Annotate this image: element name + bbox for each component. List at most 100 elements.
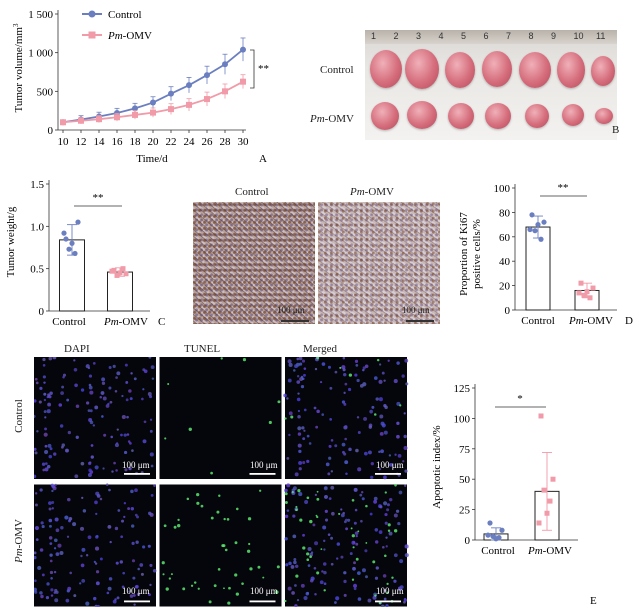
dapi-nucleus (48, 524, 52, 528)
dapi-nucleus (34, 525, 40, 531)
panel-a-point-omv (222, 88, 228, 95)
dapi-nucleus (296, 397, 301, 402)
dapi-nucleus (396, 361, 400, 365)
dapi-nucleus (393, 513, 398, 518)
dapi-nucleus (114, 443, 119, 448)
dapi-nucleus (404, 358, 409, 363)
tunel-signal (394, 484, 397, 487)
dapi-nucleus (95, 581, 100, 586)
dapi-nucleus (294, 472, 299, 477)
panel-a-point-control (132, 105, 138, 112)
tunel-signal (351, 578, 355, 581)
panel-b-tumor-photo: 1 2 3 4 5 6 7 8 9 10 11 (365, 30, 617, 140)
bar-point-omv (587, 295, 593, 301)
tumor-control (591, 56, 615, 86)
tumor-control (557, 52, 585, 88)
tunel-signal (302, 546, 306, 550)
panel-e-letter: E (590, 595, 597, 607)
tunel-signal (391, 576, 394, 579)
tunel-col-dapi: DAPI (64, 343, 90, 355)
dapi-nucleus (126, 415, 129, 419)
bar-point-omv (538, 413, 544, 419)
dapi-nucleus (367, 450, 372, 455)
dapi-nucleus (286, 456, 290, 460)
dapi-nucleus (302, 533, 305, 537)
dapi-nucleus (96, 604, 100, 607)
dapi-nucleus (44, 444, 48, 448)
dapi-nucleus (34, 377, 38, 381)
dapi-nucleus (403, 484, 407, 487)
panel-a-xtick-label: 14 (94, 136, 106, 148)
dapi-nucleus (134, 513, 138, 517)
dapi-nucleus (304, 500, 309, 505)
dapi-nucleus (353, 487, 358, 492)
dapi-nucleus (94, 562, 98, 565)
tunel-signal (235, 592, 239, 596)
dapi-nucleus (328, 444, 332, 448)
dapi-nucleus (131, 449, 134, 452)
panel-a-point-control (240, 46, 246, 53)
dapi-nucleus (106, 591, 110, 595)
panel-d-cat-control: Control (521, 315, 555, 327)
dapi-nucleus (48, 501, 52, 506)
dapi-nucleus (44, 427, 47, 431)
tunel-signal (234, 541, 238, 545)
dapi-nucleus (355, 448, 359, 453)
dapi-nucleus (101, 415, 104, 418)
dapi-nucleus (373, 376, 378, 380)
dapi-nucleus (65, 448, 69, 453)
dapi-nucleus (49, 553, 53, 557)
dapi-nucleus (301, 359, 306, 363)
dapi-nucleus (342, 372, 347, 377)
dapi-nucleus (379, 505, 383, 509)
dapi-nucleus (380, 421, 385, 426)
dapi-nucleus (87, 472, 92, 477)
tunel-signal (224, 548, 228, 552)
tumor-control (370, 50, 402, 88)
dapi-nucleus (296, 380, 301, 384)
dapi-nucleus (370, 461, 375, 466)
dapi-nucleus (292, 534, 297, 539)
dapi-nucleus (44, 450, 49, 455)
dapi-nucleus (46, 409, 51, 414)
dapi-nucleus (48, 454, 53, 459)
ihc-scale-omv: 100 μm (402, 305, 430, 315)
dapi-nucleus (383, 430, 388, 435)
panel-a-ytick-label: 1 000 (28, 48, 53, 60)
tunel-signal (339, 366, 342, 369)
panel-a-point-control (204, 72, 210, 79)
dapi-nucleus (79, 526, 85, 531)
dapi-nucleus (103, 433, 107, 437)
dapi-nucleus (388, 531, 393, 536)
dapi-nucleus (38, 400, 42, 404)
tunel-signal (299, 518, 303, 522)
legend-omv-label: Pm-OMV (107, 30, 152, 42)
bar-ytick-label: 75 (459, 444, 471, 456)
dapi-nucleus (383, 501, 388, 506)
dapi-nucleus (310, 551, 314, 554)
dapi-nucleus (41, 573, 45, 577)
dapi-nucleus (344, 382, 348, 386)
dapi-nucleus (108, 366, 112, 370)
tunel-signal (399, 404, 402, 407)
dapi-nucleus (149, 452, 154, 457)
dapi-nucleus (302, 461, 306, 465)
dapi-nucleus (121, 585, 125, 589)
dapi-nucleus (89, 420, 94, 425)
dapi-nucleus (297, 432, 302, 436)
dapi-nucleus (47, 402, 52, 407)
dapi-nucleus (354, 531, 359, 536)
dapi-nucleus (73, 359, 76, 362)
dapi-nucleus (284, 514, 289, 519)
dapi-nucleus (404, 469, 408, 473)
dapi-nucleus (385, 545, 388, 548)
dapi-nucleus (88, 385, 93, 390)
dapi-nucleus (74, 383, 78, 388)
dapi-nucleus (57, 543, 62, 548)
dapi-nucleus (85, 401, 90, 405)
ihc-image-control: 100 μm (193, 202, 315, 324)
dapi-nucleus (308, 442, 312, 445)
dapi-nucleus (357, 571, 361, 575)
tunel-signal (213, 584, 217, 588)
dapi-nucleus (69, 571, 73, 575)
